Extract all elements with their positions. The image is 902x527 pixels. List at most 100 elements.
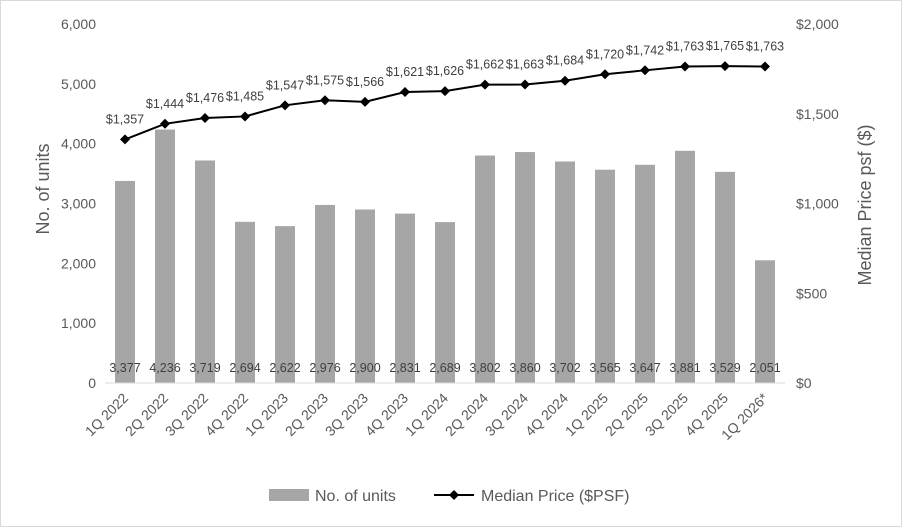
bar — [675, 150, 695, 383]
right-axis-title: Median Price psf ($) — [855, 124, 875, 285]
left-axis-tick: 4,000 — [61, 136, 96, 152]
line-data-label: $1,763 — [746, 40, 784, 54]
x-axis-tick: 3Q 2023 — [322, 390, 371, 439]
line-data-label: $1,575 — [306, 73, 344, 87]
line-marker — [320, 95, 330, 106]
line-data-label: $1,476 — [186, 91, 224, 105]
bar — [235, 221, 255, 383]
line-marker — [720, 61, 730, 72]
x-axis-tick: 1Q 2024 — [402, 390, 451, 439]
line-marker — [240, 111, 250, 122]
bar-data-label: 2,689 — [429, 361, 460, 375]
x-axis-tick: 3Q 2024 — [482, 390, 531, 439]
left-axis-tick: 0 — [88, 375, 96, 391]
line-data-label: $1,663 — [506, 57, 544, 71]
line-data-label: $1,566 — [346, 75, 384, 89]
right-axis-tick: $1,000 — [796, 196, 839, 212]
line-data-label: $1,547 — [266, 78, 304, 92]
legend-line-marker — [449, 490, 459, 500]
x-axis-tick: 2Q 2025 — [602, 390, 651, 439]
line-marker — [760, 61, 770, 72]
bar — [635, 164, 655, 383]
bar-data-label: 2,900 — [349, 361, 380, 375]
bar — [395, 213, 415, 383]
bar — [595, 169, 615, 383]
line-data-label: $1,742 — [626, 43, 664, 57]
line-data-label: $1,626 — [426, 64, 464, 78]
x-axis-tick: 1Q 2025 — [562, 390, 611, 439]
x-axis-tick: 1Q 2022 — [82, 390, 131, 439]
right-axis-tick: $2,000 — [796, 16, 839, 32]
left-axis-tick: 2,000 — [61, 255, 96, 271]
bar-data-label: 3,802 — [469, 361, 500, 375]
right-axis-tick: $0 — [796, 375, 812, 391]
bar-data-label: 3,565 — [589, 361, 620, 375]
bar-data-label: 3,702 — [549, 361, 580, 375]
left-axis-tick: 3,000 — [61, 196, 96, 212]
line-marker — [600, 69, 610, 80]
bar-series — [115, 129, 775, 383]
line-marker — [560, 75, 570, 86]
bar-data-label: 3,881 — [669, 361, 700, 375]
line-data-label: $1,765 — [706, 39, 744, 53]
right-axis-tick: $500 — [796, 285, 827, 301]
x-axis-tick: 2Q 2024 — [442, 390, 491, 439]
x-axis-tick: 4Q 2024 — [522, 390, 571, 439]
line-data-label: $1,684 — [546, 54, 584, 68]
line-marker — [200, 113, 210, 124]
x-axis-tick: 2Q 2023 — [282, 390, 331, 439]
line-marker — [440, 86, 450, 97]
x-axis-tick: 4Q 2023 — [362, 390, 411, 439]
bar-data-label: 3,860 — [509, 361, 540, 375]
bar — [315, 204, 335, 383]
x-axis-tick: 4Q 2022 — [202, 390, 251, 439]
legend-bar-swatch — [269, 489, 309, 501]
left-axis-ticks: 0 1,000 2,000 3,000 4,000 5,000 6,000 — [61, 16, 96, 391]
left-axis-tick: 6,000 — [61, 16, 96, 32]
line-marker — [120, 134, 130, 145]
bar — [275, 226, 295, 383]
bar-data-label: 3,647 — [629, 361, 660, 375]
line-marker — [160, 118, 170, 129]
right-axis-ticks: $0 $500 $1,000 $1,500 $2,000 — [796, 16, 839, 391]
left-axis-tick: 5,000 — [61, 76, 96, 92]
line-marker — [680, 61, 690, 72]
bar — [435, 222, 455, 383]
line-marker — [400, 87, 410, 98]
bar — [475, 155, 495, 383]
bar-data-label: 3,377 — [109, 361, 140, 375]
bar — [555, 161, 575, 383]
line-series — [120, 61, 770, 145]
bar-data-label: 2,976 — [309, 361, 340, 375]
bar — [715, 171, 735, 383]
bar-data-label: 2,622 — [269, 361, 300, 375]
line-data-label: $1,444 — [146, 97, 184, 111]
line-marker — [280, 100, 290, 111]
line-marker — [480, 79, 490, 90]
line-marker — [640, 65, 650, 76]
x-axis-tick: 3Q 2025 — [642, 390, 691, 439]
bar-data-label: 2,831 — [389, 361, 420, 375]
left-axis-tick: 1,000 — [61, 315, 96, 331]
line-data-label: $1,662 — [466, 58, 504, 72]
bar-data-label: 2,051 — [749, 361, 780, 375]
x-axis-tick: 3Q 2022 — [162, 390, 211, 439]
legend: No. of units Median Price ($PSF) — [269, 488, 630, 505]
bar-data-label: 2,694 — [229, 361, 260, 375]
bar-data-labels: 3,377 4,236 3,719 2,694 2,622 2,976 2,900 2,831… — [109, 361, 780, 375]
bar — [115, 180, 135, 383]
bar-data-label: 4,236 — [149, 361, 180, 375]
bar-data-label: 3,719 — [189, 361, 220, 375]
bar-data-label: 3,529 — [709, 361, 740, 375]
line-data-label: $1,485 — [226, 89, 264, 103]
bar — [355, 209, 375, 383]
line-marker — [360, 96, 370, 107]
line-data-label: $1,720 — [586, 47, 624, 61]
x-axis-tick: 1Q 2023 — [242, 390, 291, 439]
line-marker — [520, 79, 530, 90]
x-axis-tick: 2Q 2022 — [122, 390, 171, 439]
line-data-label: $1,763 — [666, 40, 704, 54]
